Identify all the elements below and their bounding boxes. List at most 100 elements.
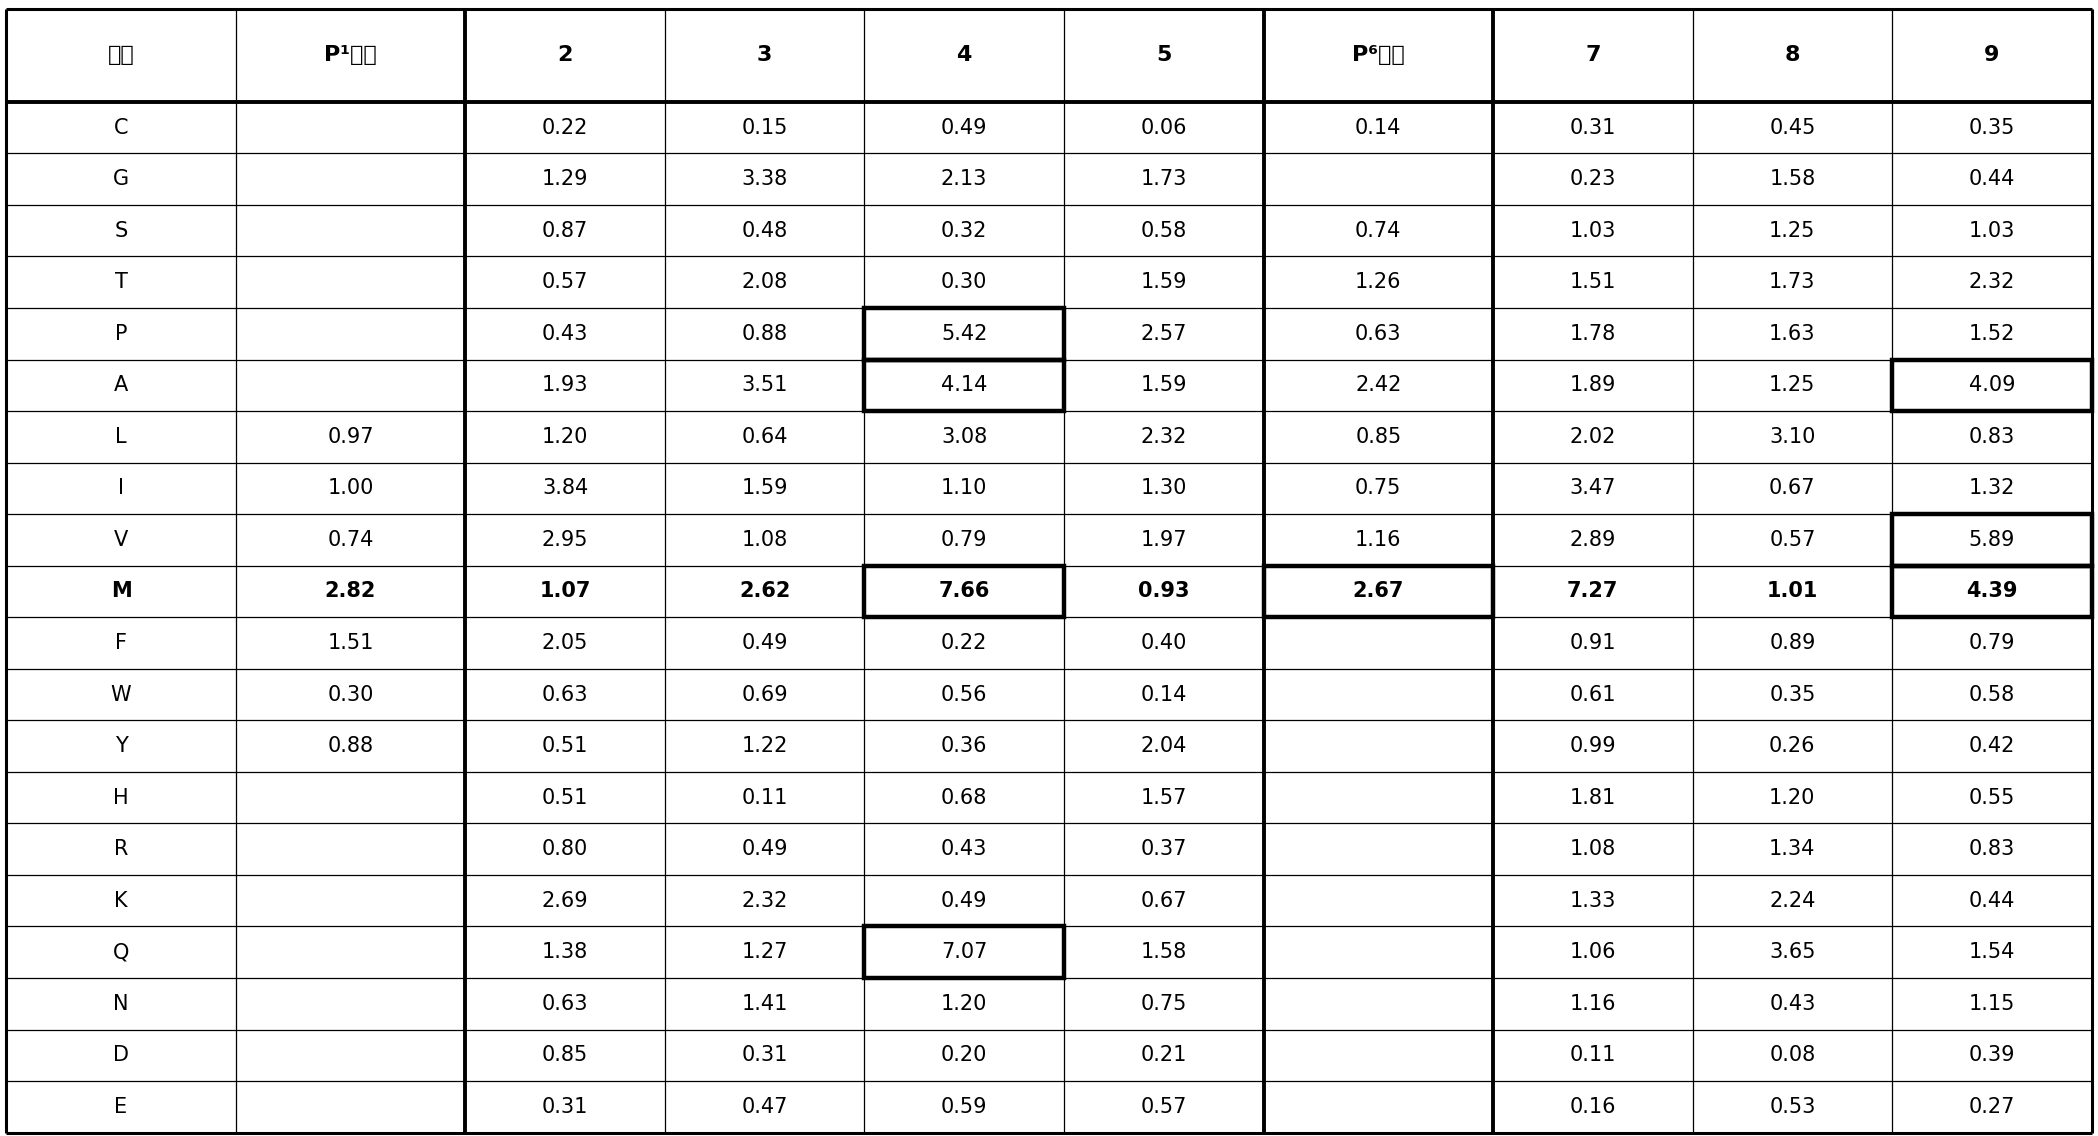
Bar [235,875,466,927]
Bar [1693,411,1892,462]
Text: 0.69: 0.69 [741,685,789,704]
Bar [1064,411,1263,462]
Bar [665,720,864,771]
Text: 0.64: 0.64 [741,427,789,446]
Bar [1263,153,1494,204]
Bar [1064,1029,1263,1081]
Bar [466,669,665,720]
Bar [1263,257,1494,308]
Text: 2.62: 2.62 [738,582,791,601]
Bar [1263,1029,1494,1081]
Bar [665,204,864,257]
Bar [1494,9,1693,102]
Bar [466,1029,665,1081]
Bar [466,978,665,1029]
Text: 1.30: 1.30 [1141,478,1187,499]
Text: 0.40: 0.40 [1141,633,1187,653]
Text: 0.47: 0.47 [741,1097,789,1117]
Text: 0.11: 0.11 [1569,1045,1615,1066]
Bar [665,617,864,669]
Bar [1693,153,1892,204]
Text: 2.69: 2.69 [541,891,587,911]
Text: 0.30: 0.30 [942,273,988,292]
Text: H: H [113,787,128,808]
Bar [1263,308,1494,359]
Bar [6,1081,235,1133]
Bar [235,102,466,153]
Bar [665,411,864,462]
Text: 1.38: 1.38 [541,942,587,962]
Text: A: A [113,375,128,395]
Bar [6,617,235,669]
Bar [1494,462,1693,515]
Bar [864,720,1064,771]
Bar [1693,978,1892,1029]
Bar [1494,566,1693,617]
Text: 0.74: 0.74 [1355,220,1401,241]
Text: 1.59: 1.59 [741,478,789,499]
Text: 0.67: 0.67 [1769,478,1815,499]
Bar [6,978,235,1029]
Bar [235,978,466,1029]
Bar [1693,1081,1892,1133]
Text: 0.20: 0.20 [942,1045,988,1066]
Text: 5: 5 [1156,45,1171,66]
Bar [1494,617,1693,669]
Bar [665,771,864,824]
Text: 3.65: 3.65 [1769,942,1815,962]
Text: 0.23: 0.23 [1569,169,1615,190]
Text: 2.89: 2.89 [1569,529,1615,550]
Bar [864,462,1064,515]
Text: 0.74: 0.74 [327,529,373,550]
Text: 3.08: 3.08 [942,427,988,446]
Text: 0.49: 0.49 [741,840,789,859]
Bar [1494,204,1693,257]
Text: 0.55: 0.55 [1968,787,2014,808]
Text: 1.16: 1.16 [1569,994,1615,1013]
Text: 0.63: 0.63 [1355,324,1401,344]
Text: 0.49: 0.49 [940,891,988,911]
Text: 1.22: 1.22 [741,736,789,757]
Bar [235,462,466,515]
Text: 1.78: 1.78 [1569,324,1615,344]
Text: 0.43: 0.43 [942,840,988,859]
Text: 0.35: 0.35 [1769,685,1815,704]
Text: 0.51: 0.51 [541,736,587,757]
Text: 4.09: 4.09 [1968,375,2016,395]
Bar [6,359,235,411]
Bar [1892,515,2092,566]
Bar [1494,359,1693,411]
Bar [1263,927,1494,978]
Text: 2.32: 2.32 [741,891,789,911]
Text: 7: 7 [1586,45,1601,66]
Bar [1494,153,1693,204]
Text: 0.93: 0.93 [1137,582,1190,601]
Text: 0.83: 0.83 [1968,840,2014,859]
Bar [1892,566,2092,617]
Text: 1.73: 1.73 [1769,273,1815,292]
Bar [864,824,1064,875]
Text: 1.58: 1.58 [1141,942,1187,962]
Text: 0.91: 0.91 [1569,633,1615,653]
Text: 1.58: 1.58 [1769,169,1815,190]
Bar [1064,824,1263,875]
Bar [864,153,1064,204]
Bar [6,720,235,771]
Text: 1.16: 1.16 [1355,529,1401,550]
Text: 0.14: 0.14 [1355,118,1401,137]
Text: 1.81: 1.81 [1569,787,1615,808]
Bar [235,257,466,308]
Bar [1064,875,1263,927]
Bar [1494,257,1693,308]
Text: 4: 4 [957,45,971,66]
Text: 0.32: 0.32 [942,220,988,241]
Text: 1.15: 1.15 [1968,994,2014,1013]
Text: 0.85: 0.85 [541,1045,587,1066]
Text: 2.32: 2.32 [1141,427,1187,446]
Bar [665,9,864,102]
Text: 1.54: 1.54 [1968,942,2014,962]
Bar [1263,875,1494,927]
Bar [235,566,466,617]
Text: 1.20: 1.20 [1769,787,1815,808]
Bar [665,927,864,978]
